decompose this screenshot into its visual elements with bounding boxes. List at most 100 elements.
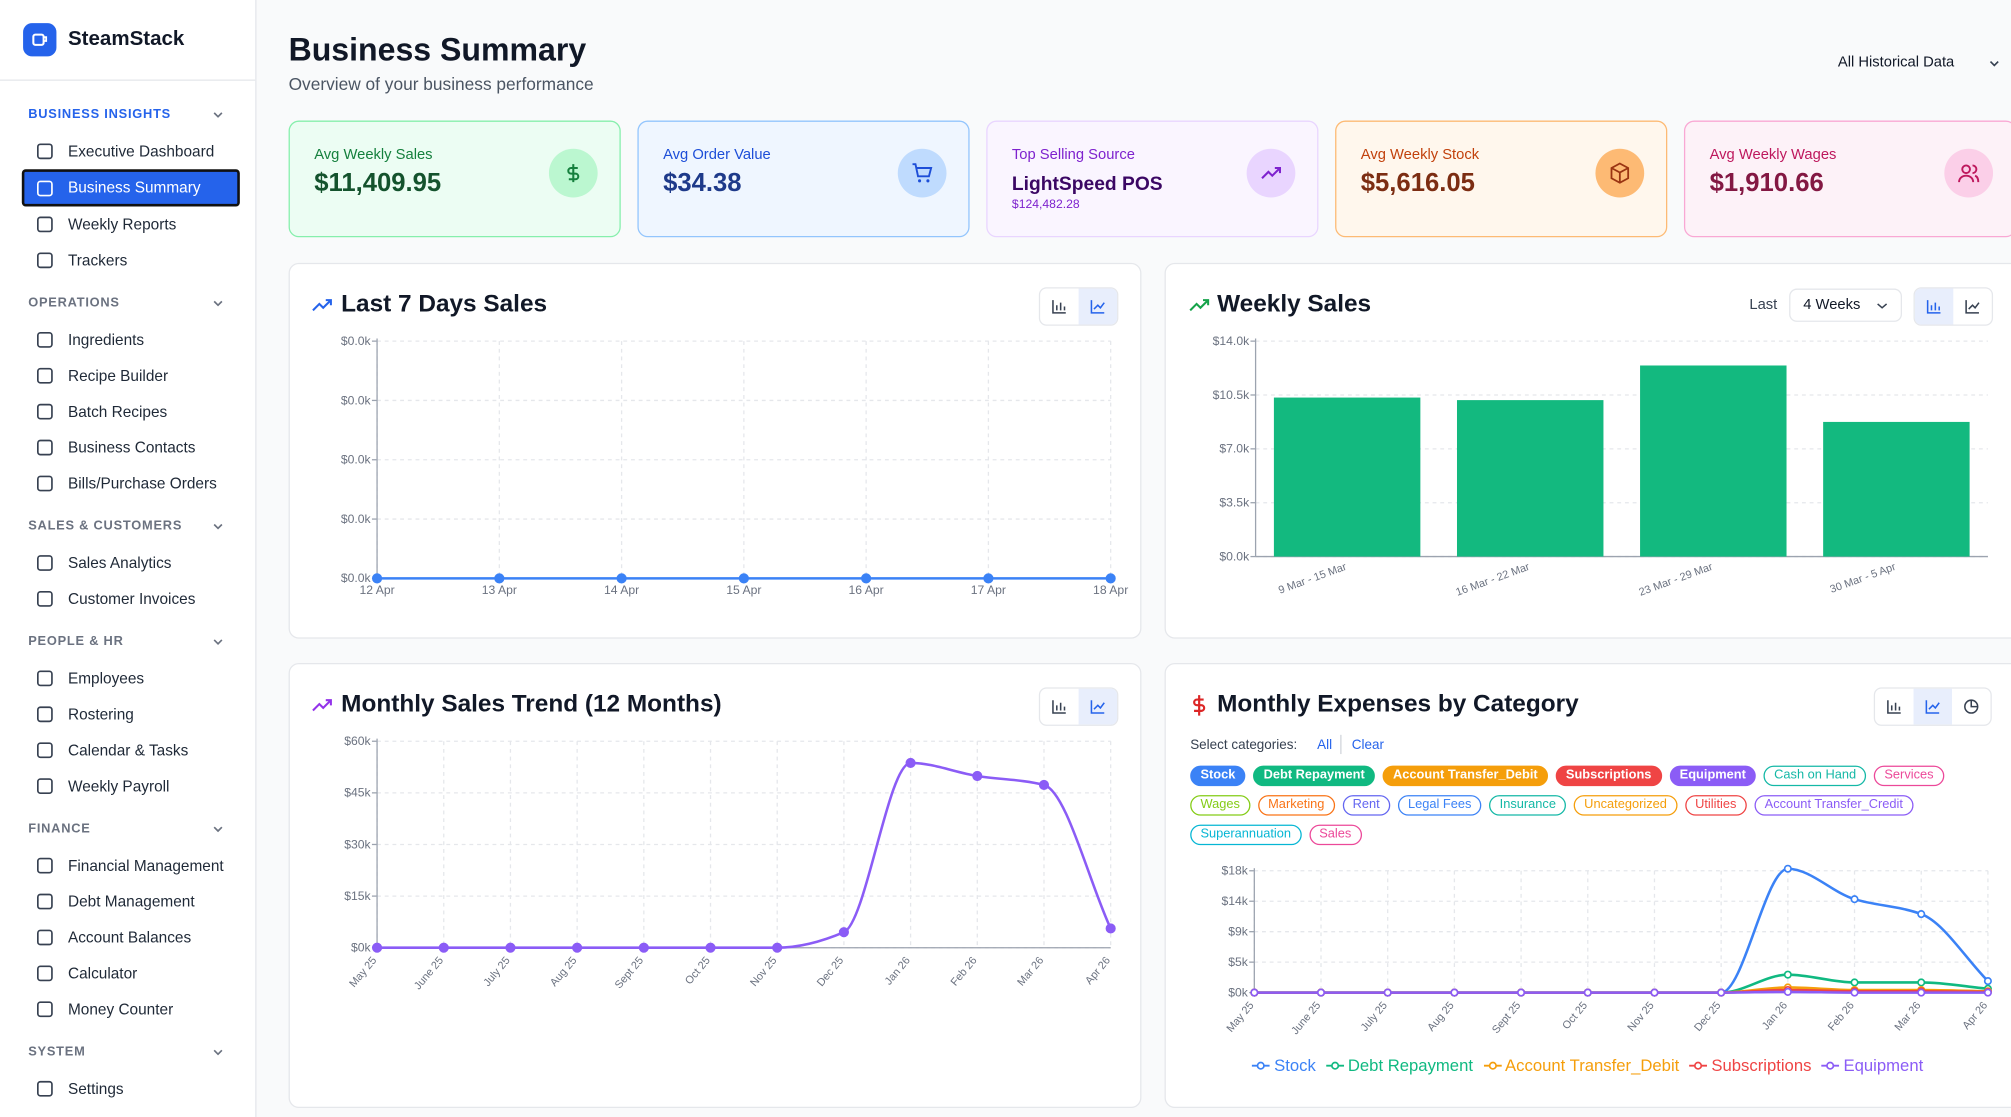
- category-chip[interactable]: Account Transfer_Debit: [1382, 765, 1548, 787]
- nav-item[interactable]: Business Contacts: [22, 429, 240, 465]
- chart-panel: [288, 663, 1142, 1109]
- legend-item[interactable]: Equipment: [1821, 1055, 1923, 1075]
- filter-select[interactable]: All Historical Data: [1837, 55, 1955, 71]
- point: [1450, 988, 1459, 997]
- category-chip[interactable]: Cash on Hand: [1763, 765, 1867, 787]
- nav-item[interactable]: Bills/Purchase Orders: [22, 465, 240, 501]
- card-icon: [548, 148, 598, 198]
- category-chip[interactable]: Superannuation: [1190, 824, 1302, 846]
- point: [905, 757, 916, 768]
- category-chip[interactable]: Uncategorized: [1573, 795, 1678, 816]
- point: [1850, 988, 1859, 997]
- section-header[interactable]: FINANCE: [0, 810, 255, 847]
- y-tick-label: $0k: [1228, 985, 1249, 999]
- category-chip[interactable]: Stock: [1190, 765, 1246, 787]
- chevron: [213, 300, 223, 306]
- nav-item[interactable]: Calendar & Tasks: [22, 732, 240, 768]
- section-header[interactable]: OPERATIONS: [0, 284, 255, 321]
- point: [1917, 910, 1926, 919]
- nav-item[interactable]: Batch Recipes: [22, 393, 240, 429]
- category-chip[interactable]: Rent: [1342, 795, 1391, 816]
- point: [705, 942, 716, 953]
- category-chip[interactable]: Insurance: [1489, 795, 1567, 816]
- y-tick-label: $0.0k: [341, 512, 372, 526]
- line-view-button[interactable]: [1953, 289, 1991, 325]
- category-chip[interactable]: Equipment: [1669, 765, 1757, 787]
- category-chip[interactable]: Account Transfer_Credit: [1754, 795, 1914, 816]
- category-chip[interactable]: Services: [1874, 765, 1944, 787]
- nav-item[interactable]: Financial Management: [22, 847, 240, 883]
- nav-item[interactable]: Weekly Reports: [22, 206, 240, 242]
- line-view-button[interactable]: [1913, 688, 1953, 725]
- nav-section: SALES & CUSTOMERS Sales Analytics Customer…: [0, 507, 255, 616]
- line-view-button[interactable]: [1078, 688, 1118, 725]
- nav: BUSINESS INSIGHTS Executive Dashboard Busi…: [0, 81, 255, 1106]
- nav-label: Weekly Reports: [67, 214, 177, 233]
- nav-item[interactable]: Customer Invoices: [22, 580, 240, 616]
- y-tick-label: $14k: [1221, 894, 1248, 908]
- nav-item[interactable]: Executive Dashboard: [22, 133, 240, 169]
- card-label: Top Selling Source: [1011, 147, 1135, 163]
- nav-item[interactable]: Account Balances: [22, 919, 240, 955]
- category-chip[interactable]: Wages: [1190, 795, 1251, 816]
- chevron-shape: [213, 1049, 223, 1055]
- period-label: Last: [1749, 297, 1778, 313]
- category-chip[interactable]: Debt Repayment: [1253, 765, 1376, 787]
- nav-item[interactable]: Debt Management: [22, 883, 240, 919]
- period-select[interactable]: 4 Weeks: [1789, 288, 1902, 322]
- nav-icon-shape: [37, 741, 53, 758]
- section-header[interactable]: SALES & CUSTOMERS: [0, 507, 255, 544]
- point: [494, 573, 505, 584]
- category-chip[interactable]: Marketing: [1257, 795, 1335, 816]
- bar-view-button[interactable]: [1040, 289, 1078, 325]
- category-chip[interactable]: Legal Fees: [1397, 795, 1482, 816]
- nav-item[interactable]: Settings: [22, 1070, 240, 1106]
- legend-item[interactable]: Account Transfer_Debit: [1483, 1055, 1679, 1075]
- category-chip[interactable]: Subscriptions: [1555, 765, 1662, 787]
- bar-view-button[interactable]: [1914, 288, 1954, 325]
- y-tick-label: $10.5k: [1213, 388, 1250, 402]
- nav-label: Bills/Purchase Orders: [67, 473, 217, 492]
- legend-dot: [1488, 1061, 1497, 1070]
- view-toggle: [1038, 287, 1119, 326]
- x-tick-label: June 25: [412, 955, 446, 992]
- bar-view-button[interactable]: [1040, 689, 1078, 725]
- point: [861, 573, 872, 584]
- category-chips: Stock Debt Repayment Account Transfer_Debi…: [1190, 765, 1960, 846]
- nav-label: Business Contacts: [67, 437, 196, 456]
- brand-name: SteamStack: [67, 28, 185, 51]
- nav-section: FINANCE Financial Management Debt Manageme…: [0, 810, 255, 1027]
- legend-item[interactable]: Stock: [1252, 1055, 1316, 1075]
- chevron-shape: [213, 638, 223, 645]
- select-all[interactable]: All: [1317, 737, 1333, 753]
- section-header[interactable]: PEOPLE & HR: [0, 623, 255, 660]
- nav-item[interactable]: Rostering: [22, 696, 240, 732]
- category-chip[interactable]: Sales: [1308, 824, 1362, 846]
- nav-item[interactable]: Trackers: [22, 242, 240, 278]
- nav-item[interactable]: Money Counter: [22, 991, 240, 1027]
- view-toggle: [1913, 287, 1994, 326]
- pie-view-button[interactable]: [1952, 689, 1990, 725]
- category-chip[interactable]: Utilities: [1684, 795, 1747, 816]
- nav-item[interactable]: Business Summary: [21, 168, 240, 206]
- legend-item[interactable]: Subscriptions: [1689, 1055, 1812, 1075]
- bar-view-button[interactable]: [1875, 689, 1913, 725]
- section-header[interactable]: BUSINESS INSIGHTS: [0, 96, 255, 133]
- nav-item[interactable]: Recipe Builder: [22, 357, 240, 393]
- nav-item[interactable]: Weekly Payroll: [22, 768, 240, 804]
- point: [1383, 988, 1392, 997]
- nav-item[interactable]: Sales Analytics: [22, 544, 240, 580]
- legend-label: Subscriptions: [1711, 1055, 1812, 1075]
- nav-label: Employees: [67, 668, 145, 687]
- y-tick-label: $60k: [344, 734, 371, 748]
- nav-item[interactable]: Calculator: [22, 955, 240, 991]
- line-view-button[interactable]: [1078, 288, 1118, 325]
- point: [1717, 988, 1726, 997]
- section-header[interactable]: SYSTEM: [0, 1033, 255, 1070]
- clear-all[interactable]: Clear: [1351, 737, 1384, 753]
- legend-item[interactable]: Debt Repayment: [1326, 1055, 1473, 1075]
- point: [838, 927, 849, 938]
- nav-item[interactable]: Employees: [22, 660, 240, 696]
- card-value: $34.38: [663, 169, 742, 198]
- nav-item[interactable]: Ingredients: [22, 321, 240, 357]
